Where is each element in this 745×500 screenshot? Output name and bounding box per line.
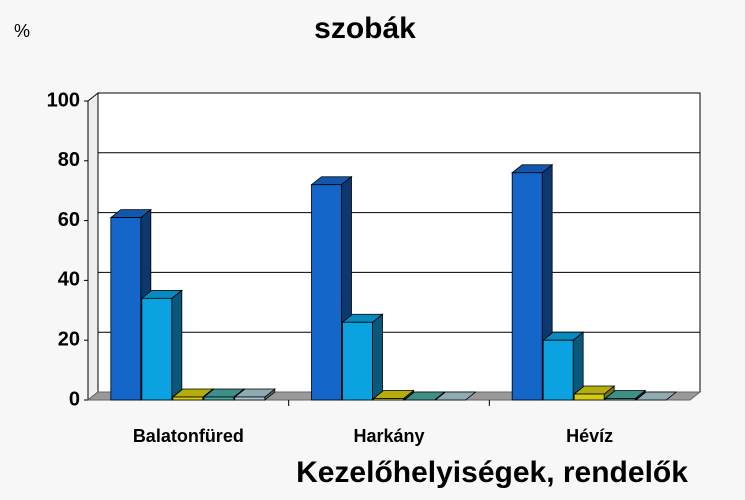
bar — [233, 388, 276, 401]
bar-side — [171, 289, 183, 401]
bar-front — [234, 396, 266, 401]
bar — [542, 331, 585, 401]
bar-front — [373, 398, 404, 401]
chart-title: szobák — [314, 12, 416, 45]
x-tick-label: Hévíz — [566, 426, 613, 446]
bar-front — [172, 396, 204, 401]
bar — [140, 289, 183, 401]
bar-front — [110, 217, 142, 401]
y-tick-label: 0 — [69, 388, 80, 410]
bar — [372, 389, 415, 401]
bar-front — [542, 339, 574, 401]
bar — [604, 389, 647, 401]
bar-side — [372, 313, 383, 401]
bar-front — [342, 321, 373, 401]
bar — [434, 391, 477, 401]
bar-front — [203, 396, 235, 401]
x-tick-label: Balatonfüred — [133, 426, 244, 446]
bar — [635, 391, 678, 401]
y-tick-label: 100 — [47, 89, 80, 111]
side-wall — [87, 91, 99, 402]
bar-front — [141, 297, 173, 401]
bar-front — [311, 184, 342, 401]
y-tick-label: 60 — [58, 209, 80, 231]
y-tick-label: 40 — [58, 269, 80, 291]
bar-front — [511, 172, 543, 401]
x-tick-label: Harkány — [353, 426, 424, 446]
bar — [341, 313, 384, 401]
bar — [573, 385, 616, 401]
bar-front — [604, 398, 636, 401]
y-tick-label: 80 — [58, 149, 80, 171]
y-tick-label: 20 — [58, 328, 80, 350]
bar-top — [635, 391, 678, 401]
bar — [403, 391, 446, 401]
bar-top — [403, 391, 446, 401]
bar-top — [434, 391, 477, 401]
bar-front — [573, 393, 605, 401]
y-unit-label: % — [14, 21, 30, 41]
back-wall — [97, 92, 701, 393]
x-axis-title: Kezelőhelyiségek, rendelők — [296, 456, 688, 489]
